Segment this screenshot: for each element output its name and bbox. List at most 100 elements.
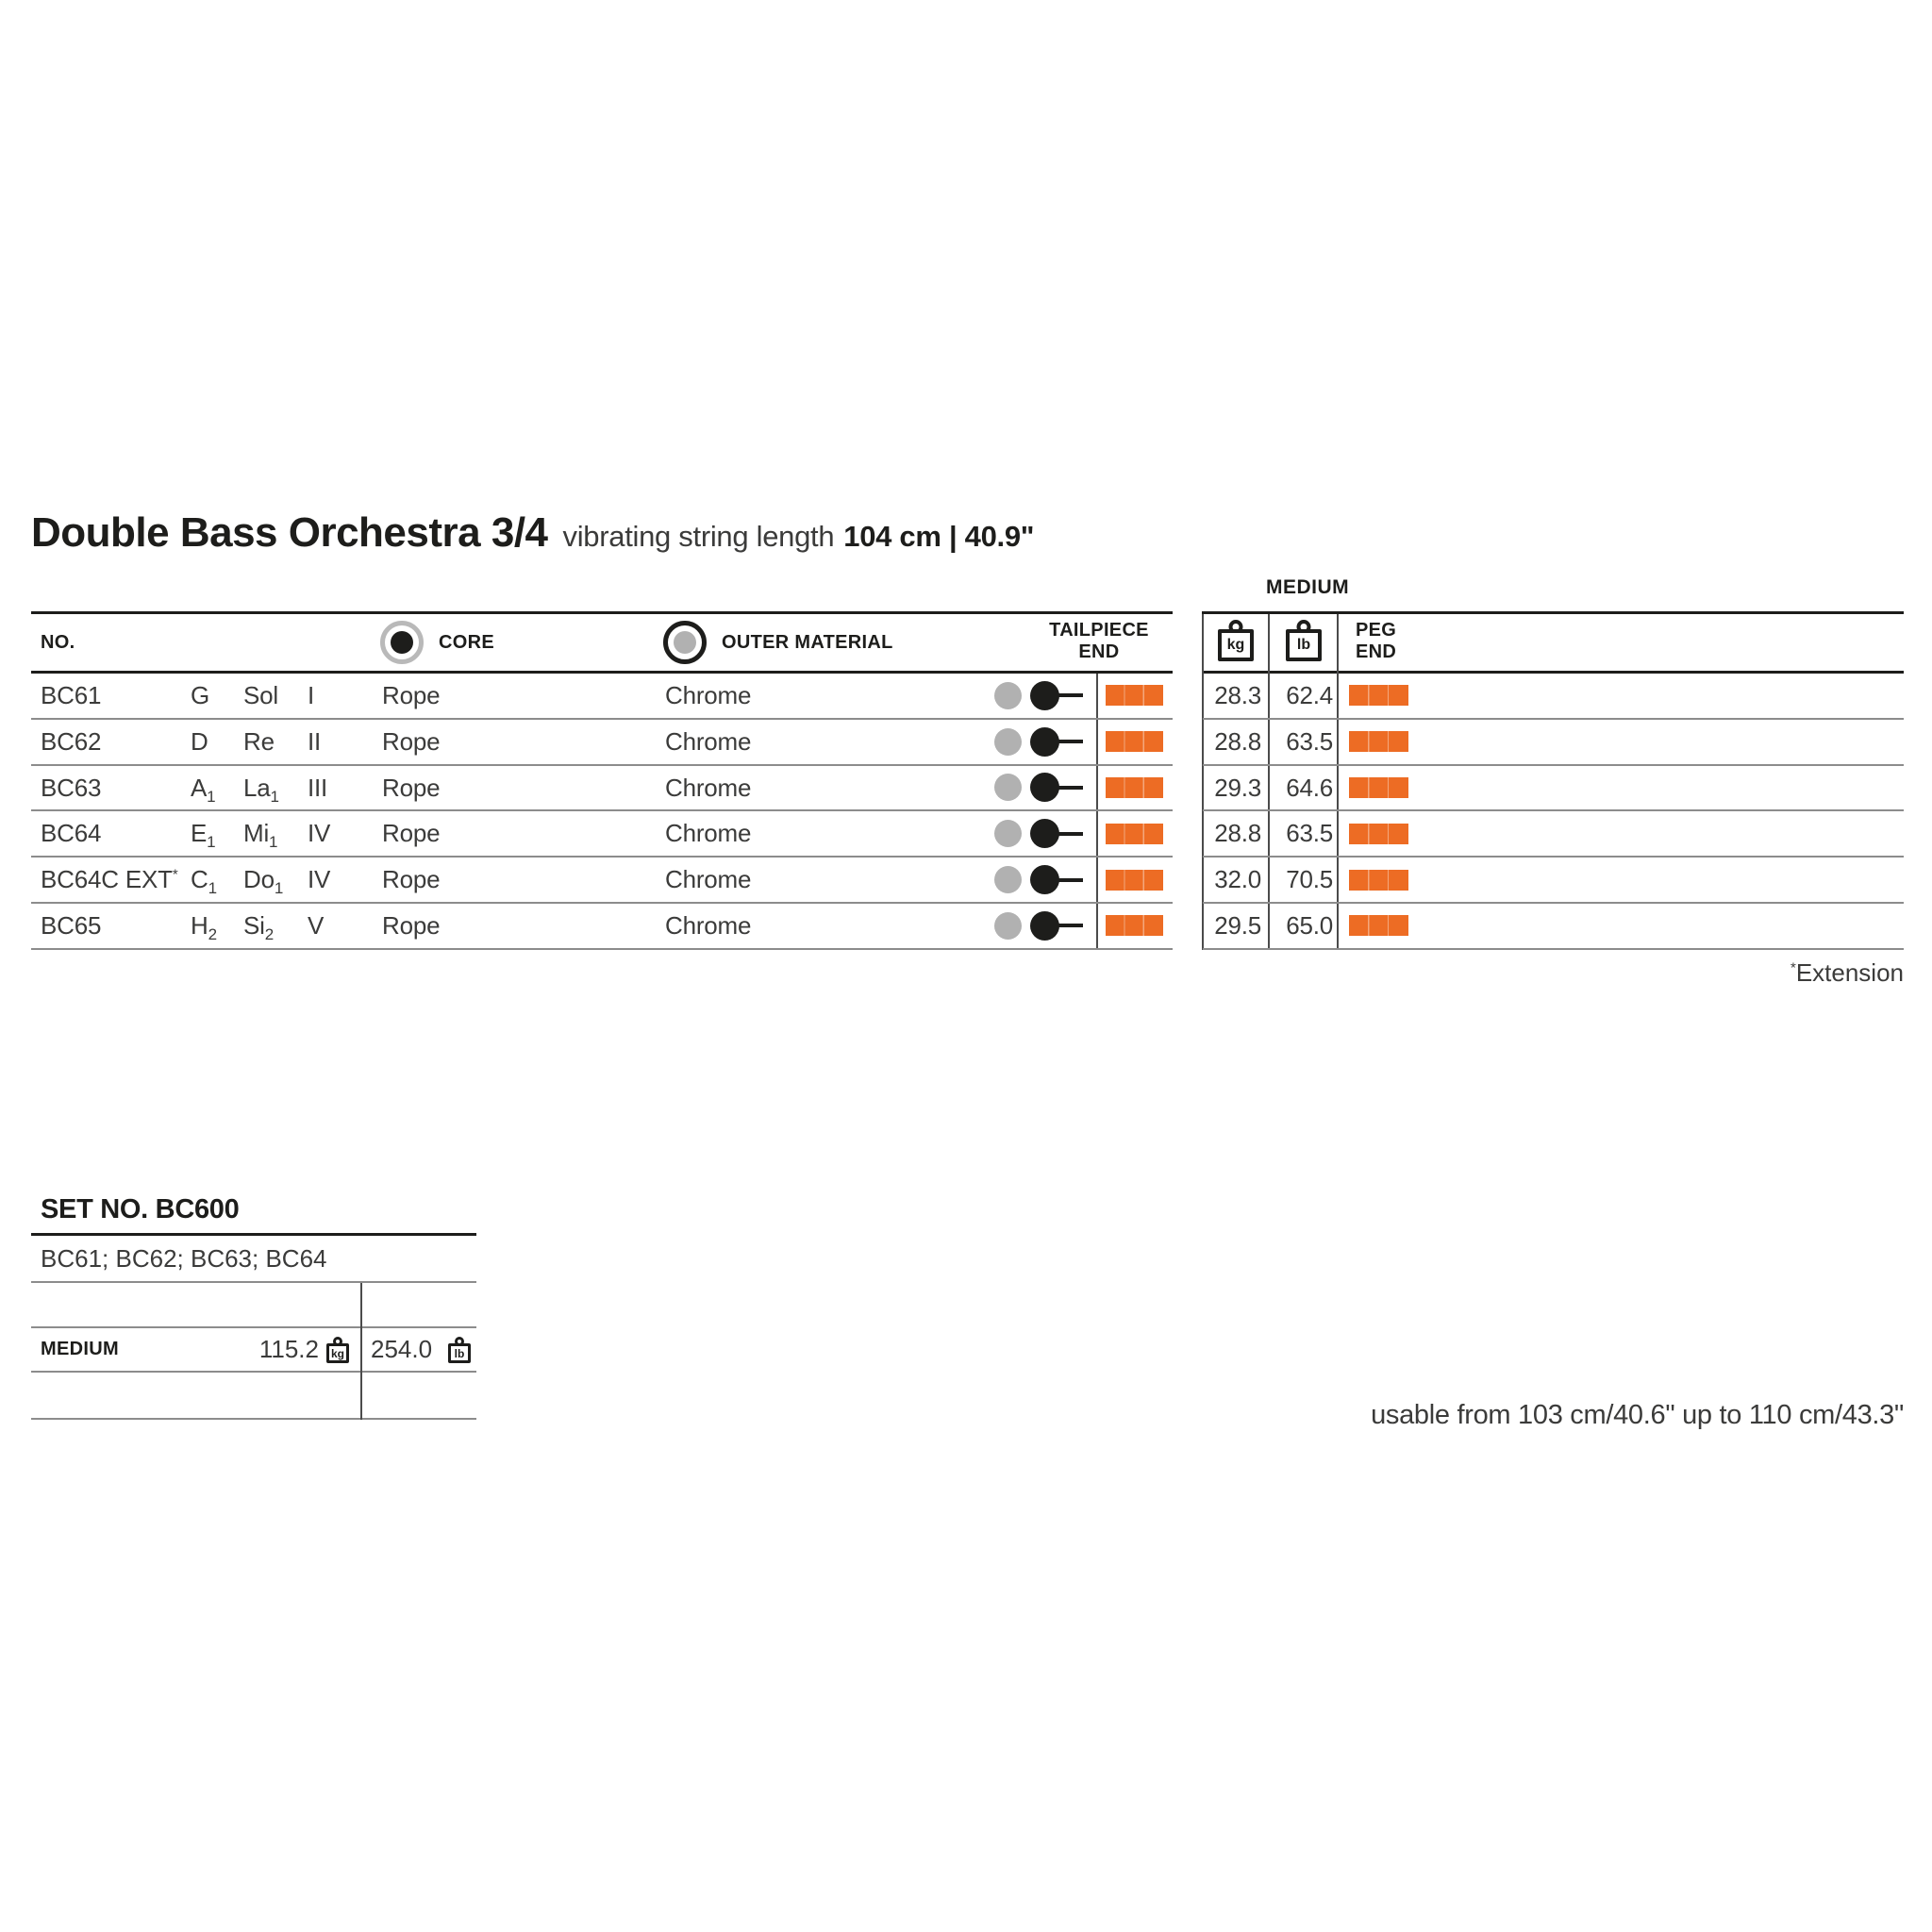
outer-dot-icon xyxy=(994,911,1022,940)
extension-footnote: *Extension xyxy=(1790,958,1904,987)
peg-color-bar xyxy=(1349,685,1408,707)
cell-outer-material: Chrome xyxy=(665,726,752,756)
subtitle-text: vibrating string length xyxy=(562,520,835,553)
cell-kg: 29.3 xyxy=(1214,773,1261,802)
weight-table: 28.3 62.4 28.8 63.5 29.3 64.6 28.8 63.5 … xyxy=(1203,674,1904,950)
column-header-peg-end: PEG END xyxy=(1356,620,1396,663)
string-tail-line xyxy=(1052,877,1083,882)
cell-position: IV xyxy=(308,865,331,894)
cell-kg: 32.0 xyxy=(1214,865,1261,894)
header-bottom-rule-right xyxy=(1202,671,1904,674)
table-row-bc64c-ext: BC64C EXT* C1 Do1 IV Rope Chrome xyxy=(31,858,1173,904)
outer-dot-icon xyxy=(994,820,1022,848)
cell-no: BC62 xyxy=(41,726,102,756)
page-title: Double Bass Orchestra 3/4 xyxy=(31,509,548,556)
tailpiece-color-bar xyxy=(1106,915,1163,937)
header-top-rule-right xyxy=(1202,611,1904,614)
table-row-bc63: BC63 A1 La1 III Rope Chrome xyxy=(31,766,1173,812)
cell-no: BC64 xyxy=(41,819,102,848)
weight-row-bc61: 28.3 62.4 xyxy=(1203,674,1904,720)
cell-kg: 28.8 xyxy=(1214,726,1261,756)
outer-dot-icon xyxy=(994,774,1022,802)
weight-row-bc64: 28.8 63.5 xyxy=(1203,811,1904,858)
peg-color-bar xyxy=(1349,823,1408,844)
outer-material-icon xyxy=(663,621,707,664)
usable-range-note: usable from 103 cm/40.6" up to 110 cm/43… xyxy=(1371,1400,1904,1430)
cell-note: H2 xyxy=(191,910,217,944)
kg-weight-icon-label: kg xyxy=(1218,629,1254,661)
cell-lb: 65.0 xyxy=(1286,910,1333,940)
lb-peg-divider xyxy=(1337,614,1339,950)
table-row-bc65: BC65 H2 Si2 V Rope Chrome xyxy=(31,904,1173,950)
page-heading: Double Bass Orchestra 3/4 vibrating stri… xyxy=(31,509,1034,557)
weight-row-bc63: 29.3 64.6 xyxy=(1203,766,1904,812)
tailpiece-color-bar xyxy=(1106,731,1163,753)
peg-color-bar xyxy=(1349,776,1408,798)
tailpiece-color-bar xyxy=(1106,869,1163,891)
cell-core: Rope xyxy=(382,773,441,802)
cell-solfege: Si2 xyxy=(243,910,274,944)
set-empty-row xyxy=(31,1373,476,1420)
cell-solfege: Re xyxy=(243,726,275,756)
cell-no: BC63 xyxy=(41,773,102,802)
peg-color-bar xyxy=(1349,731,1408,753)
cell-solfege: Mi1 xyxy=(243,819,278,852)
core-icon xyxy=(380,621,424,664)
cell-note: D xyxy=(191,726,208,756)
cell-outer-material: Chrome xyxy=(665,681,752,709)
set-empty-row xyxy=(31,1283,476,1328)
string-tail-line xyxy=(1052,693,1083,698)
cell-kg: 29.5 xyxy=(1214,910,1261,940)
outer-dot-icon xyxy=(994,681,1022,709)
set-table-title: SET NO. BC600 xyxy=(41,1194,240,1224)
peg-color-bar xyxy=(1349,869,1408,891)
column-header-tailpiece-end: TAILPIECE END xyxy=(1028,620,1170,663)
cell-lb: 63.5 xyxy=(1286,726,1333,756)
table-row-bc62: BC62 D Re II Rope Chrome xyxy=(31,720,1173,766)
cell-lb: 64.6 xyxy=(1286,773,1333,802)
kg-weight-icon-small-label: kg xyxy=(326,1343,349,1363)
cell-position: III xyxy=(308,773,328,802)
cell-lb: 62.4 xyxy=(1286,681,1333,709)
cell-outer-material: Chrome xyxy=(665,910,752,940)
cell-solfege: Sol xyxy=(243,681,278,709)
peg-header-line1: PEG xyxy=(1356,620,1397,641)
column-header-no: NO. xyxy=(41,632,75,653)
peg-header-line2: END xyxy=(1356,641,1397,662)
medium-column-group-label: MEDIUM xyxy=(1266,576,1350,598)
header-bottom-rule-left xyxy=(31,671,1173,674)
set-table: BC61; BC62; BC63; BC64 MEDIUM 115.2 kg 2… xyxy=(31,1236,476,1420)
cell-core: Rope xyxy=(382,865,441,894)
string-tail-line xyxy=(1052,785,1083,790)
cell-core: Rope xyxy=(382,819,441,848)
cell-solfege: La1 xyxy=(243,773,279,806)
string-tail-line xyxy=(1052,831,1083,836)
cell-note: C1 xyxy=(191,865,217,898)
subtitle-value: 104 cm | 40.9" xyxy=(843,520,1035,553)
cell-note: A1 xyxy=(191,773,216,806)
lb-weight-icon-label: lb xyxy=(1286,629,1322,661)
cell-position: V xyxy=(308,910,325,940)
string-tail-line xyxy=(1052,924,1083,928)
table-row-bc64: BC64 E1 Mi1 IV Rope Chrome xyxy=(31,811,1173,858)
cell-kg: 28.8 xyxy=(1214,819,1261,848)
set-table-divider xyxy=(360,1283,362,1420)
set-contents: BC61; BC62; BC63; BC64 xyxy=(41,1244,327,1273)
cell-note: E1 xyxy=(191,819,216,852)
cell-no: BC65 xyxy=(41,910,102,940)
weight-row-bc62: 28.8 63.5 xyxy=(1203,720,1904,766)
outer-material-icon-dot xyxy=(674,631,696,654)
peg-color-bar xyxy=(1349,915,1408,937)
set-gauge-label: MEDIUM xyxy=(41,1339,119,1359)
cell-outer-material: Chrome xyxy=(665,819,752,848)
cell-core: Rope xyxy=(382,910,441,940)
outer-dot-icon xyxy=(994,866,1022,894)
set-title-rule xyxy=(31,1233,476,1236)
cell-lb: 63.5 xyxy=(1286,819,1333,848)
string-table: BC61 G Sol I Rope Chrome BC62 D Re II Ro… xyxy=(31,674,1173,950)
set-contents-row: BC61; BC62; BC63; BC64 xyxy=(31,1236,476,1283)
cell-outer-material: Chrome xyxy=(665,773,752,802)
tailpiece-header-line1: TAILPIECE xyxy=(1049,620,1149,641)
set-medium-row: MEDIUM 115.2 kg 254.0 lb xyxy=(31,1328,476,1373)
